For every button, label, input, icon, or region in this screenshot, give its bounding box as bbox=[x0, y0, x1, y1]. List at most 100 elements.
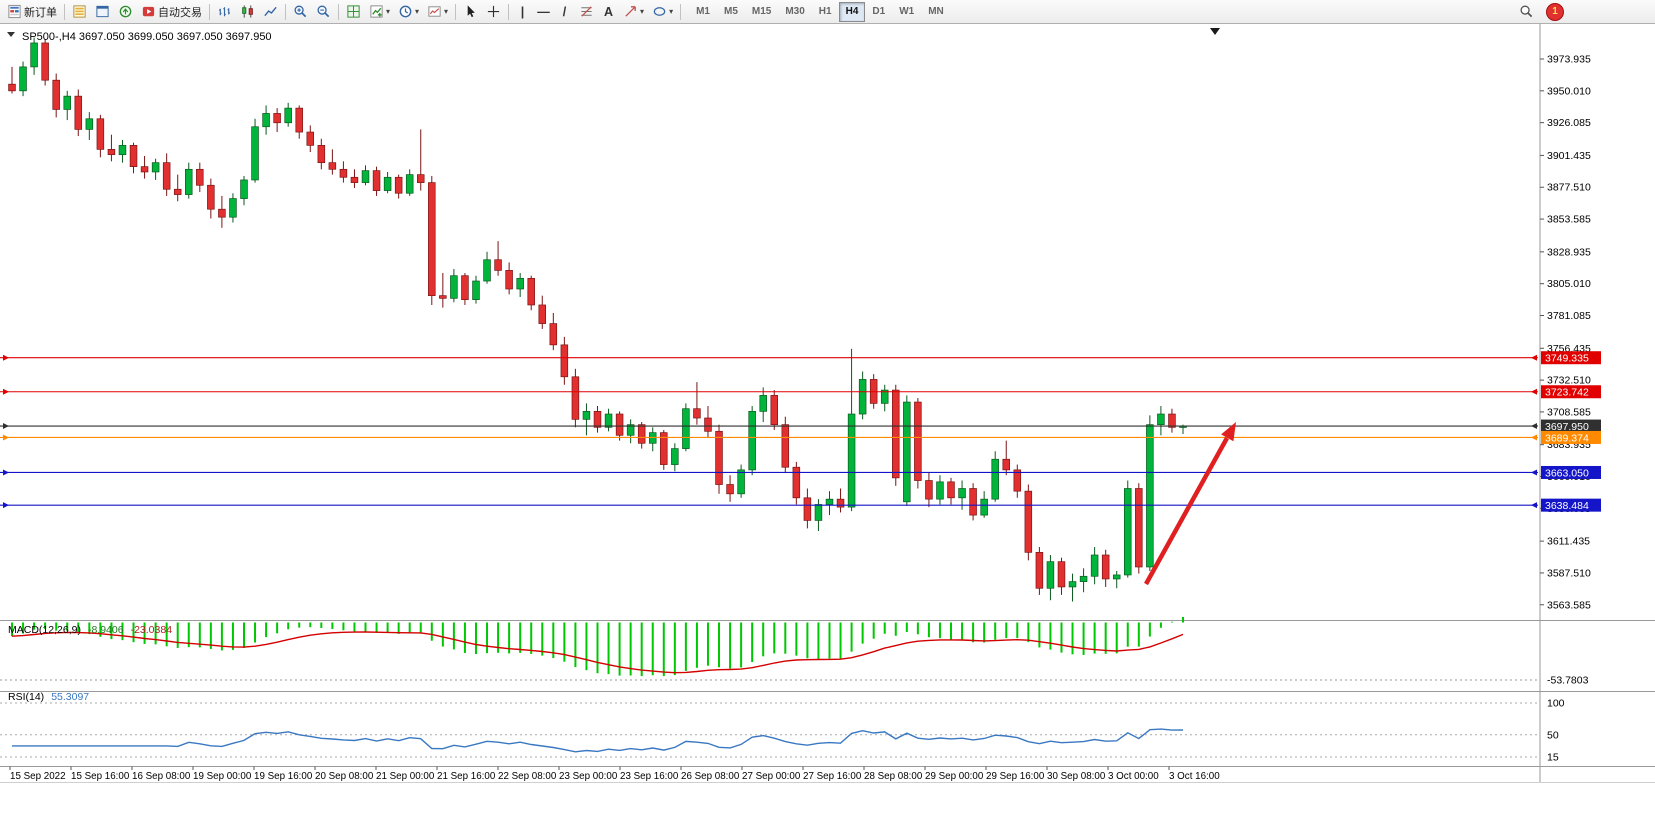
candle-body bbox=[41, 42, 49, 81]
arrows-button[interactable]: ▾ bbox=[619, 1, 648, 22]
candle-body bbox=[185, 168, 193, 195]
crosshair-button[interactable] bbox=[482, 1, 505, 22]
tile-windows-button[interactable] bbox=[342, 1, 365, 22]
toolbar-separator bbox=[285, 3, 286, 20]
vertical-line-button[interactable]: | bbox=[512, 1, 533, 22]
candle-body bbox=[671, 448, 679, 465]
candle-body bbox=[980, 498, 988, 516]
candle-body bbox=[140, 166, 149, 173]
search-icon bbox=[1520, 5, 1533, 18]
bar-chart-icon bbox=[219, 7, 230, 17]
indicators-button[interactable]: ▾ bbox=[365, 1, 394, 22]
candle-body bbox=[571, 376, 580, 420]
candle-body bbox=[439, 295, 447, 299]
shapes-button[interactable]: ▾ bbox=[648, 1, 677, 22]
line-chart-button[interactable] bbox=[259, 1, 282, 22]
templates-button[interactable]: ▾ bbox=[423, 1, 452, 22]
line-left-marker bbox=[3, 434, 9, 441]
timeframe-h1-button[interactable]: H1 bbox=[812, 2, 839, 22]
chart-shift-marker-icon[interactable] bbox=[1210, 28, 1220, 35]
fibonacci-button[interactable] bbox=[575, 1, 598, 22]
cursor-button[interactable] bbox=[459, 1, 482, 22]
candle-body bbox=[792, 466, 801, 499]
new-order-label: 新订单 bbox=[24, 6, 57, 19]
candle-body bbox=[660, 432, 668, 465]
candle-body bbox=[925, 480, 933, 500]
timeframe-d1-button[interactable]: D1 bbox=[865, 2, 892, 22]
candle-body bbox=[880, 389, 889, 404]
chart-area[interactable]: 3973.935 3950.010 3926.085 3901.435 3877.510… bbox=[0, 24, 1655, 826]
price-axis-label: 3781.085 bbox=[1547, 310, 1591, 322]
candle-body bbox=[85, 118, 94, 130]
candle-body bbox=[759, 395, 767, 412]
candle-body bbox=[903, 401, 911, 503]
candle-body bbox=[1068, 581, 1077, 588]
candle-body bbox=[637, 424, 646, 444]
candle-body bbox=[1112, 574, 1121, 580]
symbol-dropdown-icon[interactable] bbox=[7, 32, 15, 37]
line-left-marker bbox=[3, 502, 9, 509]
zoom-out-button[interactable] bbox=[312, 1, 335, 22]
candle-body bbox=[394, 176, 403, 194]
price-tag bbox=[1541, 498, 1601, 512]
line-right-marker bbox=[1531, 434, 1537, 441]
dropdown-caret-icon: ▾ bbox=[386, 6, 391, 16]
candlestick-chart-button[interactable] bbox=[236, 1, 259, 22]
trendline-button[interactable]: / bbox=[554, 1, 575, 22]
price-tag bbox=[1541, 385, 1601, 399]
timeframe-h4-button[interactable]: H4 bbox=[838, 1, 866, 22]
bar-chart-button[interactable] bbox=[213, 1, 236, 22]
timeframe-toolbar: M1 M5 M15 M30 H1 H4 D1 W1 MN bbox=[689, 1, 951, 22]
candle-body bbox=[626, 424, 635, 436]
candle-body bbox=[306, 131, 315, 146]
candle-body bbox=[549, 323, 558, 346]
candle-body bbox=[339, 168, 348, 178]
price-tag bbox=[1541, 419, 1601, 433]
auto-trading-icon bbox=[142, 6, 155, 17]
auto-trading-button[interactable]: 自动交易 bbox=[137, 1, 206, 22]
candle-body bbox=[295, 107, 303, 133]
candle-body bbox=[8, 83, 16, 92]
candle-body bbox=[229, 198, 237, 218]
search-button[interactable] bbox=[1515, 1, 1538, 22]
candle-body bbox=[129, 145, 138, 167]
time-axis-label: 27 Sep 00:00 bbox=[742, 771, 801, 782]
timeframe-m1-button[interactable]: M1 bbox=[689, 2, 717, 22]
candle-body bbox=[538, 304, 547, 324]
candle-body bbox=[372, 170, 381, 191]
timeframe-m5-button[interactable]: M5 bbox=[717, 2, 745, 22]
line-left-marker bbox=[3, 423, 9, 430]
auto-trading-label: 自动交易 bbox=[158, 6, 202, 19]
candle-body bbox=[560, 344, 569, 378]
zoom-in-button[interactable] bbox=[289, 1, 312, 22]
trend-arrow-line[interactable] bbox=[1144, 436, 1229, 586]
new-order-button[interactable]: 新订单 bbox=[3, 1, 61, 22]
candle-body bbox=[1079, 575, 1088, 582]
time-axis-label: 3 Oct 00:00 bbox=[1108, 771, 1159, 782]
text-button[interactable]: A bbox=[598, 1, 619, 22]
price-axis-label: 3732.510 bbox=[1547, 375, 1591, 387]
data-window-button[interactable] bbox=[91, 1, 114, 22]
navigator-button[interactable] bbox=[114, 1, 137, 22]
candle-body bbox=[858, 379, 867, 415]
rsi-label: RSI(14) 55.3097 bbox=[8, 691, 89, 703]
candle-body bbox=[107, 149, 116, 156]
candle-body bbox=[814, 504, 823, 521]
candle-body bbox=[52, 79, 60, 110]
horizontal-line-button[interactable]: — bbox=[533, 1, 554, 22]
timeframe-w1-button[interactable]: W1 bbox=[892, 2, 921, 22]
price-axis-label: 3877.510 bbox=[1547, 182, 1591, 194]
periods-button[interactable]: ▾ bbox=[394, 1, 423, 22]
candle-body bbox=[781, 424, 790, 468]
timeframe-m15-button[interactable]: M15 bbox=[745, 2, 778, 22]
toolbar-right-group: 1 bbox=[1515, 1, 1564, 22]
notification-badge[interactable]: 1 bbox=[1546, 2, 1564, 21]
timeframe-mn-button[interactable]: MN bbox=[921, 2, 951, 22]
candle-body bbox=[461, 275, 469, 300]
line-left-marker bbox=[3, 388, 9, 395]
rsi-axis-label: 15 bbox=[1547, 751, 1559, 763]
timeframe-m30-button[interactable]: M30 bbox=[778, 2, 811, 22]
market-watch-button[interactable] bbox=[68, 1, 91, 22]
candle-body bbox=[151, 162, 160, 173]
trend-arrow-head[interactable] bbox=[1221, 422, 1236, 442]
